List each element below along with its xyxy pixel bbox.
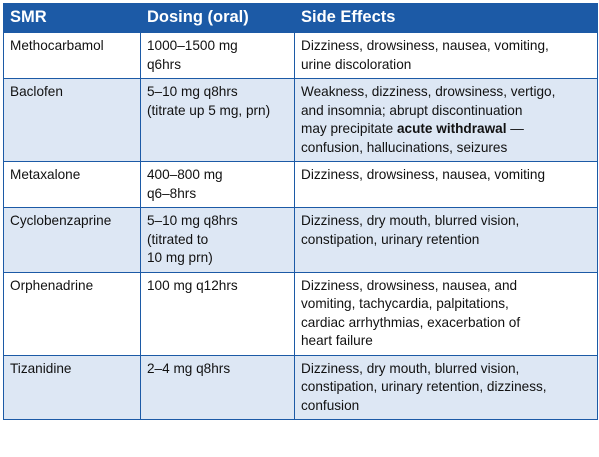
dosing-line: 5–10 mg q8hrs <box>147 84 238 99</box>
dosing-line: 2–4 mg q8hrs <box>147 360 231 376</box>
smr-name: Baclofen <box>10 84 63 99</box>
cell-dosing: 5–10 mg q8hrs (titrate up 5 mg, prn) <box>140 78 295 162</box>
cell-smr: Cyclobenzaprine <box>3 207 141 273</box>
header-side-effects: Side Effects <box>294 3 598 33</box>
cell-dosing: 5–10 mg q8hrs (titrated to 10 mg prn) <box>140 207 295 273</box>
table-row: Cyclobenzaprine 5–10 mg q8hrs (titrated … <box>3 207 598 273</box>
smr-name: Metaxalone <box>10 167 81 182</box>
table-row: Methocarbamol 1000–1500 mg q6hrs Dizzine… <box>3 32 598 79</box>
smr-name: Tizanidine <box>10 360 72 376</box>
dosing-line: 100 mg q12hrs <box>147 277 238 293</box>
table-row: Orphenadrine 100 mg q12hrs Dizziness, dr… <box>3 271 598 356</box>
cell-side-effects: Dizziness, dry mouth, blurred vision, co… <box>294 354 598 420</box>
smr-name: Orphenadrine <box>10 277 94 293</box>
effects-line: Dizziness, drowsiness, nausea, vomiting <box>301 167 546 182</box>
effects-line: constipation, urinary retention, dizzine… <box>301 379 547 394</box>
effects-line: confusion, hallucinations, seizures <box>301 139 508 155</box>
effects-line: urine discoloration <box>301 56 412 72</box>
cell-side-effects: Dizziness, drowsiness, nausea, and vomit… <box>294 271 598 356</box>
cell-smr: Baclofen <box>3 78 141 162</box>
effects-line: Dizziness, drowsiness, nausea, vomiting, <box>301 38 549 53</box>
dosing-line: q6hrs <box>147 56 182 72</box>
cell-dosing: 2–4 mg q8hrs <box>140 354 295 420</box>
cell-side-effects: Dizziness, drowsiness, nausea, vomiting <box>294 161 598 208</box>
cell-smr: Orphenadrine <box>3 271 141 356</box>
effects-line: and insomnia; abrupt discontinuation <box>301 102 523 118</box>
effects-line: may precipitate acute withdrawal — <box>301 120 593 139</box>
effects-text: — <box>506 121 524 136</box>
table-row: Baclofen 5–10 mg q8hrs (titrate up 5 mg,… <box>3 78 598 162</box>
cell-smr: Tizanidine <box>3 354 141 420</box>
effects-line: Dizziness, dry mouth, blurred vision, <box>301 360 520 376</box>
effects-bold-text: acute withdrawal <box>396 121 507 136</box>
cell-smr: Methocarbamol <box>3 32 141 79</box>
table-header-row: SMR Dosing (oral) Side Effects <box>3 3 598 33</box>
cell-side-effects: Weakness, dizziness, drowsiness, vertigo… <box>294 78 598 162</box>
cell-side-effects: Dizziness, drowsiness, nausea, vomiting,… <box>294 32 598 79</box>
dosing-line: q6–8hrs <box>147 185 197 201</box>
cell-dosing: 400–800 mg q6–8hrs <box>140 161 295 208</box>
cell-dosing: 1000–1500 mg q6hrs <box>140 32 295 79</box>
header-dosing: Dosing (oral) <box>140 3 295 33</box>
header-smr: SMR <box>3 3 141 33</box>
table-row: Metaxalone 400–800 mg q6–8hrs Dizziness,… <box>3 161 598 208</box>
dosing-line: 10 mg prn) <box>147 250 213 265</box>
cell-smr: Metaxalone <box>3 161 141 208</box>
effects-line: confusion <box>301 397 360 413</box>
effects-line: vomiting, tachycardia, palpitations, <box>301 296 509 311</box>
dosing-line: 400–800 mg <box>147 167 223 182</box>
effects-line: Dizziness, dry mouth, blurred vision, <box>301 213 520 228</box>
effects-line: cardiac arrhythmias, exacerbation of <box>301 314 521 330</box>
dosing-line: (titrated to <box>147 231 209 247</box>
effects-text: may precipitate <box>301 121 397 136</box>
table-row: Tizanidine 2–4 mg q8hrs Dizziness, dry m… <box>3 354 598 420</box>
cell-side-effects: Dizziness, dry mouth, blurred vision, co… <box>294 207 598 273</box>
dosing-line: (titrate up 5 mg, prn) <box>147 102 271 118</box>
effects-line: Dizziness, drowsiness, nausea, and <box>301 277 518 293</box>
dosing-line: 1000–1500 mg <box>147 38 238 53</box>
effects-line: heart failure <box>301 333 373 348</box>
dosing-line: 5–10 mg q8hrs <box>147 213 238 228</box>
cell-dosing: 100 mg q12hrs <box>140 271 295 356</box>
effects-line: constipation, urinary retention <box>301 231 480 247</box>
smr-name: Methocarbamol <box>10 38 104 53</box>
smr-table: SMR Dosing (oral) Side Effects Methocarb… <box>3 3 598 420</box>
smr-name: Cyclobenzaprine <box>10 213 112 228</box>
effects-line: Weakness, dizziness, drowsiness, vertigo… <box>301 84 556 99</box>
